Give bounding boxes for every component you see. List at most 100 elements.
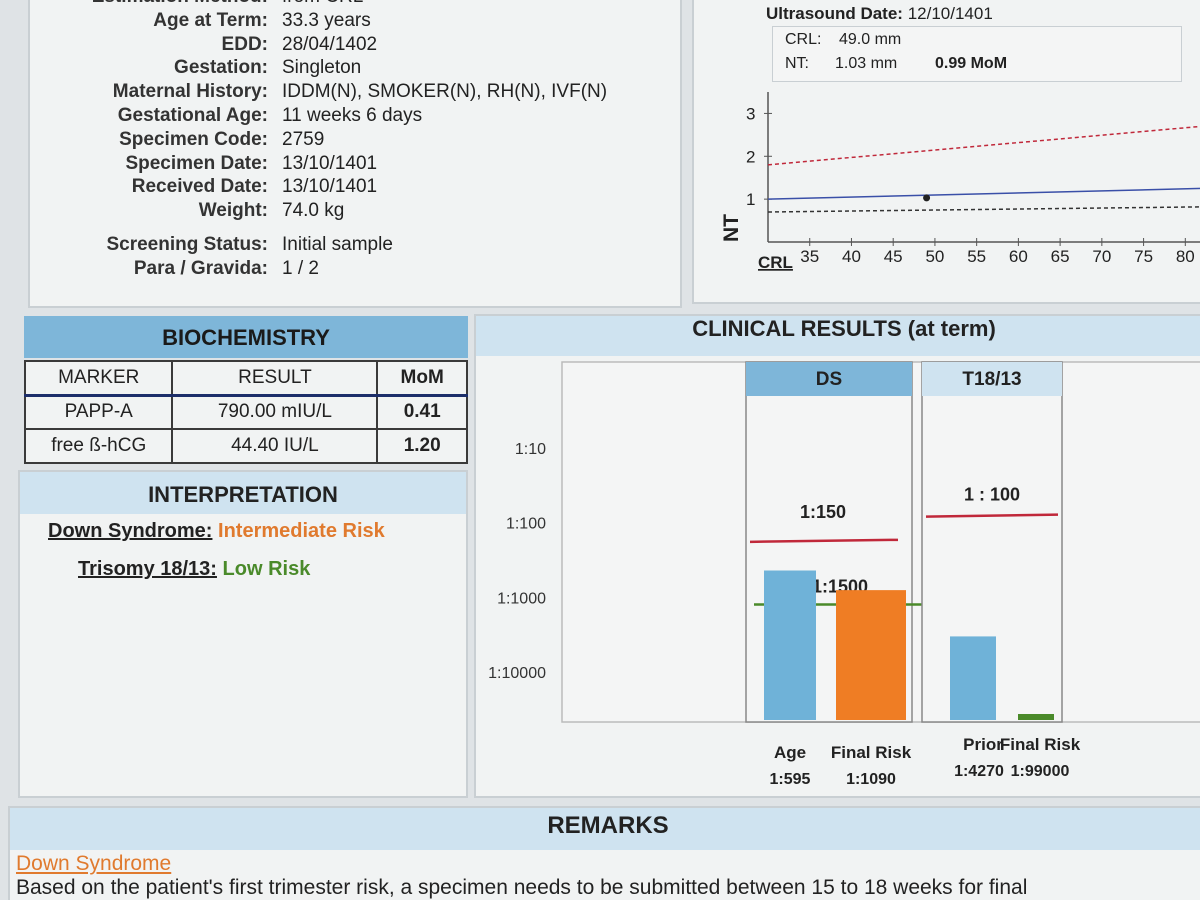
result-cell: 790.00 mIU/L xyxy=(171,394,379,430)
patient-info-label: Age at Term: xyxy=(153,9,268,31)
ultrasound-date: Ultrasound Date: 12/10/1401 xyxy=(766,4,993,24)
biochemistry-header: BIOCHEMISTRY xyxy=(24,316,468,358)
nt-x-tick-label: 80 xyxy=(1176,247,1195,266)
t18-bar-prior xyxy=(950,636,996,720)
result-cell: 44.40 IU/L xyxy=(171,428,379,464)
nt-x-tick-label: 75 xyxy=(1134,247,1153,266)
patient-info-label: Gestation: xyxy=(174,57,268,79)
nt-x-tick-label: 60 xyxy=(1009,247,1028,266)
risk-chart: 1:101:1001:10001:10000DS1:1501:1500Age1:… xyxy=(488,361,1200,788)
ds-bar-label: Age xyxy=(774,743,806,762)
risk-axis-label: 1:10000 xyxy=(488,665,546,682)
crl-label: CRL: xyxy=(785,31,822,48)
t18-bar-value: 1:4270 xyxy=(954,763,1004,780)
nt-value: 1.03 mm xyxy=(835,55,898,72)
t18-cutoff-label: 1 : 100 xyxy=(964,485,1020,505)
mom-cell: 0.41 xyxy=(376,394,468,430)
nt-axis-label: NT xyxy=(720,214,743,242)
marker-cell: PAPP-A xyxy=(23,394,174,430)
patient-info-label: Specimen Code: xyxy=(119,128,268,150)
clinical-results-title: CLINICAL RESULTS (at term) xyxy=(692,316,996,341)
nt-label: NT: xyxy=(785,55,809,72)
patient-info-value: Initial sample xyxy=(282,234,393,255)
patient-info-value: 11 weeks 6 days xyxy=(282,105,423,126)
t18-bar-label: Prior xyxy=(963,735,1003,754)
patient-info-row: EDD: 28/04/1402 xyxy=(30,34,684,58)
patient-info-row: Maternal History: IDDM(N), SMOKER(N), RH(… xyxy=(30,81,684,105)
patient-info-label: Screening Status: xyxy=(106,234,268,255)
ds-bar-age xyxy=(764,570,816,720)
crl-value: 49.0 mm xyxy=(839,31,902,48)
ds-interpretation-label: Down Syndrome: xyxy=(48,520,213,542)
risk-axis-label: 1:10 xyxy=(515,441,546,458)
remarks-header: REMARKS xyxy=(10,808,1200,850)
nt-y-tick-label: 3 xyxy=(746,104,755,123)
patient-info-row: Specimen Date: 13/10/1401 xyxy=(30,153,684,177)
ultrasound-panel: Ultrasound Date: 12/10/1401 CRL: 49.0 mm… xyxy=(692,0,1200,304)
remarks-ds-heading: Down Syndrome xyxy=(16,852,172,875)
patient-info-row: Specimen Code: 2759 xyxy=(30,129,684,153)
risk-axis-label: 1:100 xyxy=(506,516,546,533)
nt-y-tick-label: 2 xyxy=(746,147,755,166)
patient-info-label: Specimen Date: xyxy=(125,152,268,174)
nt-x-tick-label: 35 xyxy=(800,247,819,266)
result-header: RESULT xyxy=(171,360,379,397)
t18-group-title: T18/13 xyxy=(962,369,1021,390)
upper-centile-line xyxy=(767,125,1200,166)
nt-x-tick-label: 65 xyxy=(1051,247,1070,266)
ultrasound-date-label: Ultrasound Date: xyxy=(766,4,903,23)
patient-info-value: 28/04/1402 xyxy=(282,33,378,55)
nt-x-tick-label: 55 xyxy=(967,247,986,266)
patient-info-value: Singleton xyxy=(282,57,362,79)
t18-interpretation-label: Trisomy 18/13: xyxy=(78,558,217,580)
patient-info-row: Gestational Age: 11 weeks 6 days xyxy=(30,105,684,129)
table-header-row: MARKER RESULT MoM xyxy=(23,360,468,397)
patient-info-value: from CRL xyxy=(282,0,363,8)
patient-info-label: Gestational Age: xyxy=(117,105,268,126)
clinical-results-header: CLINICAL RESULTS (at term) xyxy=(476,316,1200,356)
table-row: PAPP-A 790.00 mIU/L 0.41 xyxy=(23,394,468,430)
patient-info-value: 33.3 years xyxy=(282,9,371,31)
crl-axis-label: CRL xyxy=(758,253,793,272)
ds-bar-final-risk xyxy=(836,590,906,720)
remarks-title: REMARKS xyxy=(547,812,669,839)
nt-crl-chart: 1 2 3 35 40 45 50 55 60 65 70 75 80 NT CRL xyxy=(720,92,1200,272)
nt-x-tick-label: 40 xyxy=(842,247,861,266)
crl-nt-box: CRL: 49.0 mm NT: 1.03 mm 0.99 MoM xyxy=(772,26,1182,82)
biochemistry-table: MARKER RESULT MoM PAPP-A 790.00 mIU/L 0.… xyxy=(23,360,468,464)
t18-bar-value: 1:99000 xyxy=(1011,763,1070,780)
t18-cutoff-line xyxy=(925,513,1059,518)
patient-info-row: Para / Gravida: 1 / 2 xyxy=(30,258,684,282)
t18-interpretation: Trisomy 18/13: Low Risk xyxy=(78,558,310,581)
t18-interpretation-value: Low Risk xyxy=(222,558,311,580)
patient-info-value: 13/10/1401 xyxy=(282,152,378,174)
t18-group-header xyxy=(922,362,1062,396)
ds-bar-label: Final Risk xyxy=(831,743,912,762)
t18-bar-label: Final Risk xyxy=(1000,735,1081,754)
biochemistry-title: BIOCHEMISTRY xyxy=(162,325,330,350)
patient-info-row: Gestation: Singleton xyxy=(30,57,684,81)
nt-x-tick-label: 70 xyxy=(1092,247,1111,266)
nt-x-tick-label: 45 xyxy=(884,247,903,266)
patient-info-value: 13/10/1401 xyxy=(282,176,378,198)
patient-info-value: 1 / 2 xyxy=(282,257,319,279)
ultrasound-date-value: 12/10/1401 xyxy=(907,4,993,23)
patient-info-label: Maternal History: xyxy=(112,81,268,103)
patient-info-row: Weight: 74.0 kg xyxy=(30,200,684,224)
ds-group-header xyxy=(746,362,912,396)
interpretation-panel: INTERPRETATION Down Syndrome: Intermedia… xyxy=(18,470,468,798)
ds-bar-value: 1:595 xyxy=(770,771,811,788)
mom-header: MoM xyxy=(376,360,468,397)
patient-info-label: Estimation Method: xyxy=(92,0,268,8)
patient-info-value: 74.0 kg xyxy=(282,200,345,222)
nt-mom: 0.99 MoM xyxy=(935,55,1008,72)
remarks-text: Based on the patient's first trimester r… xyxy=(16,876,1028,899)
ds-cutoff-line xyxy=(749,538,899,544)
patient-info-panel: Estimation Method: from CRL Age at Term: 33… xyxy=(28,0,682,308)
patient-info-row: Received Date: 13/10/1401 xyxy=(30,176,684,200)
patient-info-label: Para / Gravida: xyxy=(133,257,268,279)
marker-header: MARKER xyxy=(23,360,174,397)
ds-group-title: DS xyxy=(816,369,842,390)
nt-x-tick-label: 50 xyxy=(925,247,944,266)
patient-info-label: EDD: xyxy=(221,33,268,55)
